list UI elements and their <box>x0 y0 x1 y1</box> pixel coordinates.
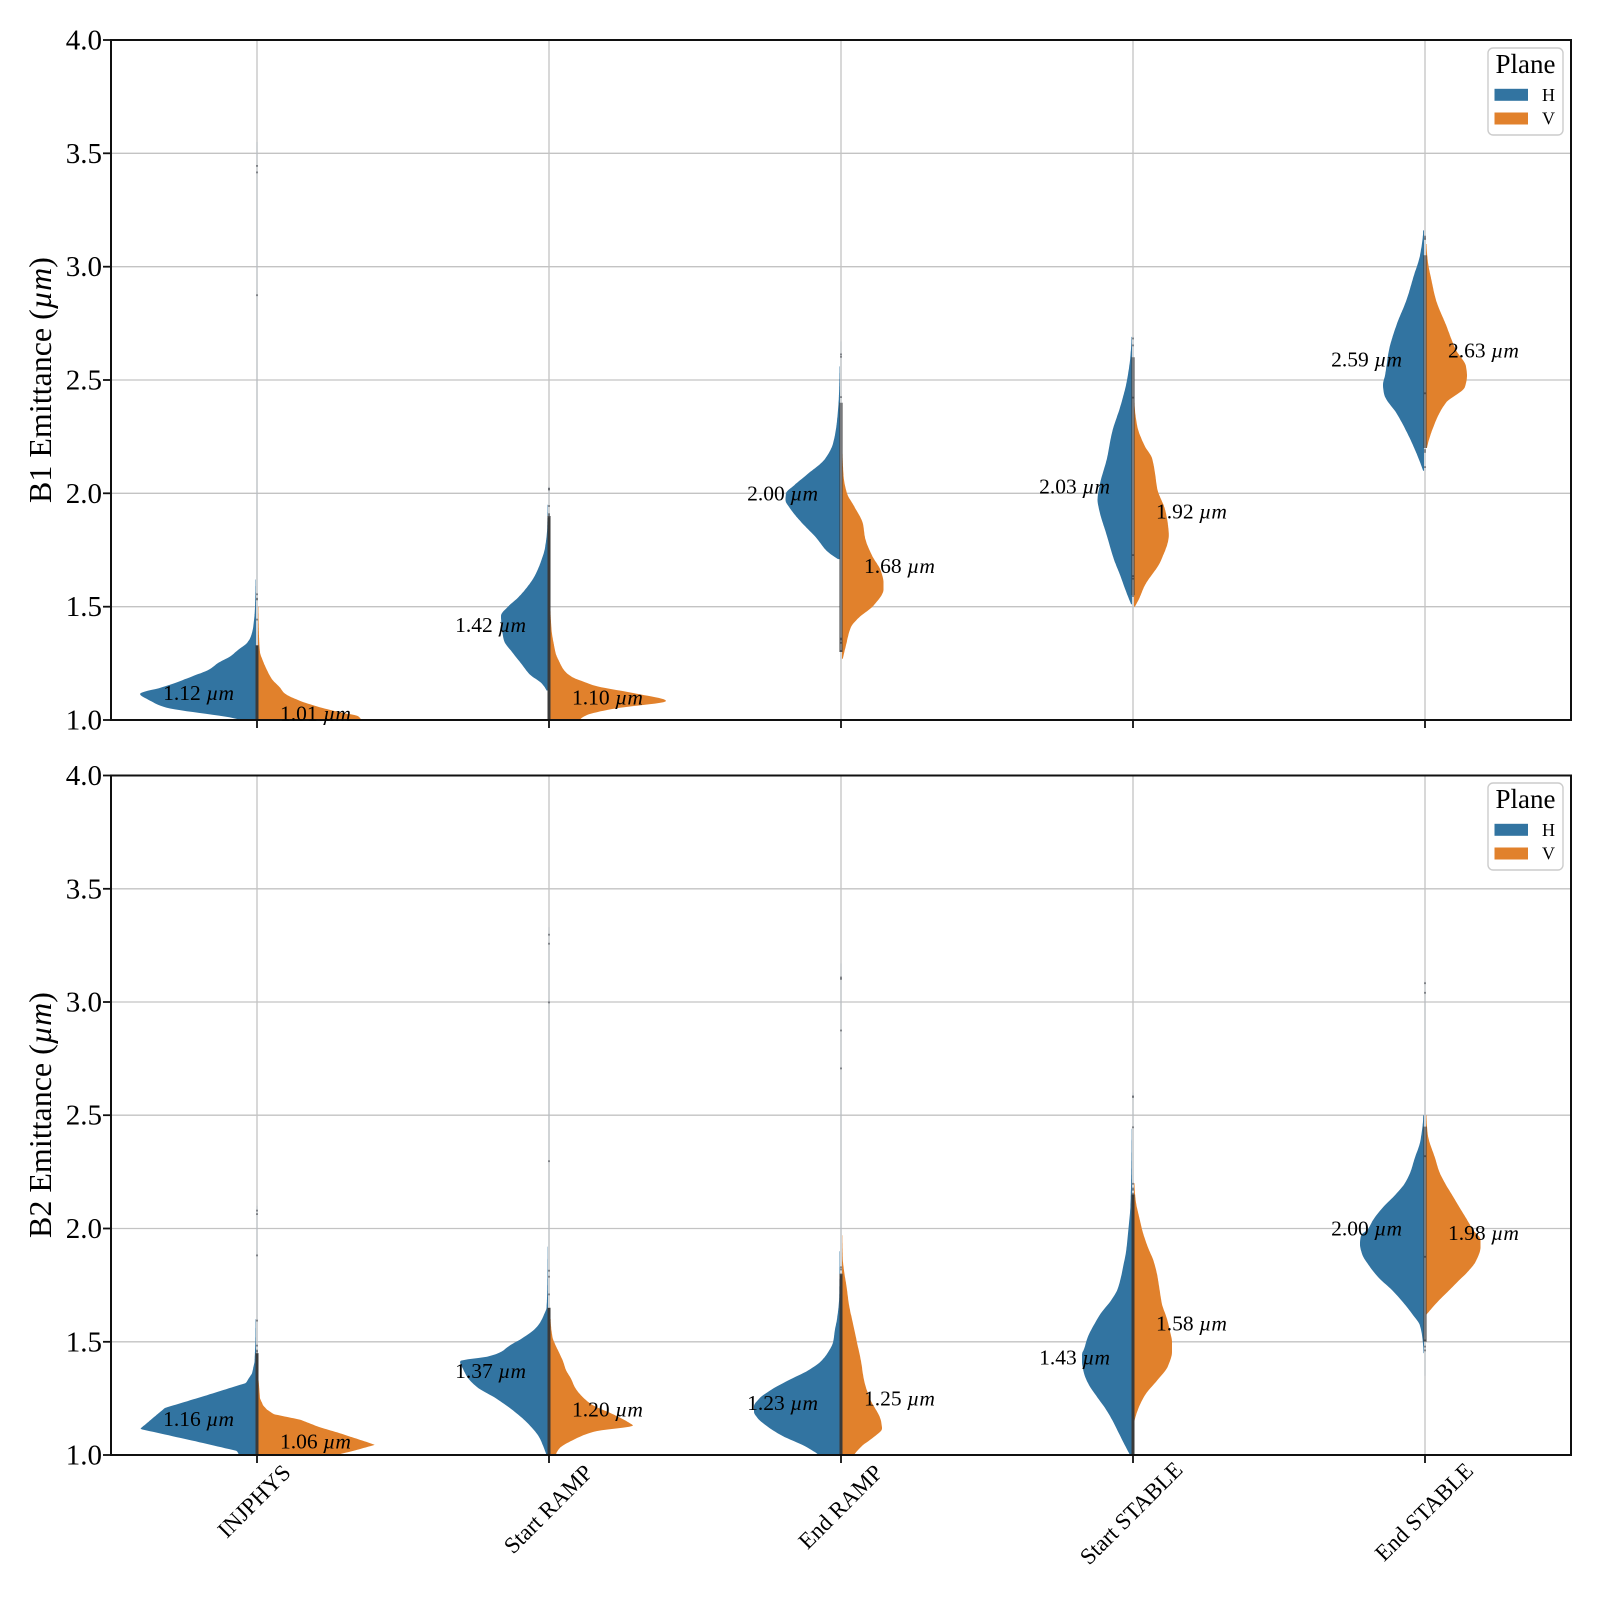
svg-text:4.0: 4.0 <box>66 760 102 792</box>
svg-text:1.12 µm: 1.12 µm <box>163 681 234 705</box>
svg-text:H: H <box>1542 820 1555 840</box>
svg-text:1.0: 1.0 <box>66 1440 102 1472</box>
svg-text:3.5: 3.5 <box>66 873 102 905</box>
svg-text:Plane: Plane <box>1496 784 1556 814</box>
svg-text:1.23 µm: 1.23 µm <box>747 1391 818 1415</box>
svg-text:1.25 µm: 1.25 µm <box>864 1386 935 1410</box>
svg-text:B1 Emittance (µm): B1 Emittance (µm) <box>22 257 58 503</box>
svg-text:3.0: 3.0 <box>66 251 102 283</box>
svg-text:1.68 µm: 1.68 µm <box>864 554 935 578</box>
svg-text:2.0: 2.0 <box>66 1213 102 1245</box>
svg-text:1.43 µm: 1.43 µm <box>1039 1346 1110 1370</box>
svg-text:2.03 µm: 2.03 µm <box>1039 475 1110 499</box>
svg-text:1.42 µm: 1.42 µm <box>455 613 526 637</box>
svg-text:H: H <box>1542 85 1555 105</box>
svg-text:2.00 µm: 2.00 µm <box>747 481 818 505</box>
svg-text:1.98 µm: 1.98 µm <box>1448 1221 1519 1245</box>
svg-text:1.01 µm: 1.01 µm <box>280 702 351 726</box>
svg-text:1.5: 1.5 <box>66 1326 102 1358</box>
svg-text:1.20 µm: 1.20 µm <box>572 1398 643 1422</box>
svg-text:1.10 µm: 1.10 µm <box>572 685 643 709</box>
svg-text:1.37 µm: 1.37 µm <box>455 1359 526 1383</box>
svg-text:1.16 µm: 1.16 µm <box>163 1407 234 1431</box>
svg-text:4.0: 4.0 <box>66 25 102 57</box>
svg-text:1.0: 1.0 <box>66 705 102 737</box>
svg-text:2.00 µm: 2.00 µm <box>1331 1217 1402 1241</box>
svg-text:B2 Emittance (µm): B2 Emittance (µm) <box>22 992 58 1238</box>
svg-text:2.0: 2.0 <box>66 478 102 510</box>
svg-text:V: V <box>1542 109 1555 129</box>
svg-text:1.5: 1.5 <box>66 591 102 623</box>
svg-text:Plane: Plane <box>1496 49 1556 79</box>
svg-text:3.0: 3.0 <box>66 987 102 1019</box>
svg-text:2.59 µm: 2.59 µm <box>1331 348 1402 372</box>
svg-text:2.63 µm: 2.63 µm <box>1448 339 1519 363</box>
svg-text:1.92 µm: 1.92 µm <box>1156 500 1227 524</box>
svg-text:3.5: 3.5 <box>66 138 102 170</box>
svg-text:2.5: 2.5 <box>66 365 102 397</box>
svg-text:1.58 µm: 1.58 µm <box>1156 1312 1227 1336</box>
svg-text:2.5: 2.5 <box>66 1100 102 1132</box>
svg-text:V: V <box>1542 844 1555 864</box>
svg-text:1.06 µm: 1.06 µm <box>280 1429 351 1453</box>
